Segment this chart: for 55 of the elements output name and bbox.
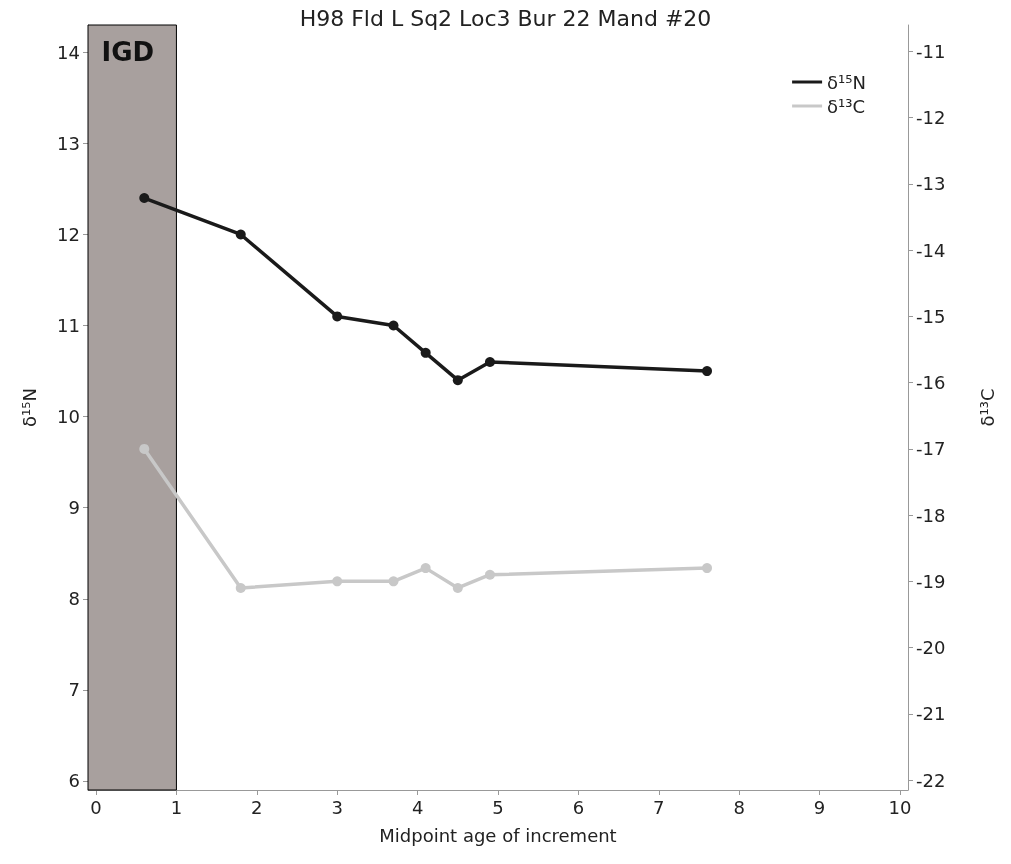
point xyxy=(420,563,431,574)
y-tick-label: 7 xyxy=(68,679,80,701)
y-tick-label: 9 xyxy=(68,497,80,519)
x-tick-label: 1 xyxy=(170,796,183,818)
y2-tick-label: -16 xyxy=(916,372,946,394)
y2-tick-label: -18 xyxy=(916,504,946,526)
y2-tick-label: -15 xyxy=(916,305,946,327)
point xyxy=(452,375,463,386)
x-tick-label: 2 xyxy=(251,796,263,818)
y-tick-label: 12 xyxy=(57,223,80,245)
y-tick-label: 13 xyxy=(57,132,80,154)
y-axis-title: δ¹⁵N xyxy=(18,388,40,427)
y-tick-label: 11 xyxy=(57,315,80,337)
point xyxy=(702,366,713,377)
point xyxy=(452,582,463,593)
x-tick-label: 9 xyxy=(813,796,826,818)
chart-title: H98 Fld L Sq2 Loc3 Bur 22 Mand #20 xyxy=(299,5,712,31)
x-tick-label: 0 xyxy=(90,796,102,818)
x-tick-label: 5 xyxy=(492,796,504,818)
y2-tick-label: -20 xyxy=(916,637,946,659)
y2-tick-label: -13 xyxy=(916,173,946,195)
x-tick-label: 7 xyxy=(653,796,665,818)
point xyxy=(235,229,246,240)
point xyxy=(702,563,713,574)
band-label: IGD xyxy=(101,36,155,67)
point xyxy=(235,582,246,593)
x-axis-title: Midpoint age of increment xyxy=(379,824,617,846)
y-tick-label: 10 xyxy=(57,406,80,428)
point xyxy=(332,311,343,322)
y2-axis-title: δ¹³C xyxy=(976,388,998,427)
x-tick-label: 6 xyxy=(572,796,585,818)
y2-tick-label: -11 xyxy=(916,40,946,62)
y-tick-label: 6 xyxy=(68,770,80,792)
y2-tick-label: -22 xyxy=(916,769,946,791)
y-tick-label: 8 xyxy=(68,588,80,610)
point xyxy=(484,356,495,367)
point xyxy=(139,193,150,204)
y2-tick-label: -12 xyxy=(916,107,946,129)
y-tick-label: 14 xyxy=(57,41,80,63)
x-tick-label: 10 xyxy=(888,796,912,818)
x-tick-label: 4 xyxy=(411,796,424,818)
point xyxy=(388,576,399,587)
y2-tick-label: -17 xyxy=(916,438,946,460)
point xyxy=(388,320,399,331)
legend-label: δ¹³C xyxy=(827,95,866,117)
y2-tick-label: -19 xyxy=(916,570,946,592)
point xyxy=(484,569,495,580)
legend-label: δ¹⁵N xyxy=(827,71,867,93)
point xyxy=(139,443,150,454)
y2-tick-label: -14 xyxy=(916,239,946,261)
x-tick-label: 3 xyxy=(331,796,343,818)
x-tick-label: 8 xyxy=(733,796,745,818)
point xyxy=(332,576,343,587)
point xyxy=(420,347,431,358)
y2-tick-label: -21 xyxy=(916,703,946,725)
